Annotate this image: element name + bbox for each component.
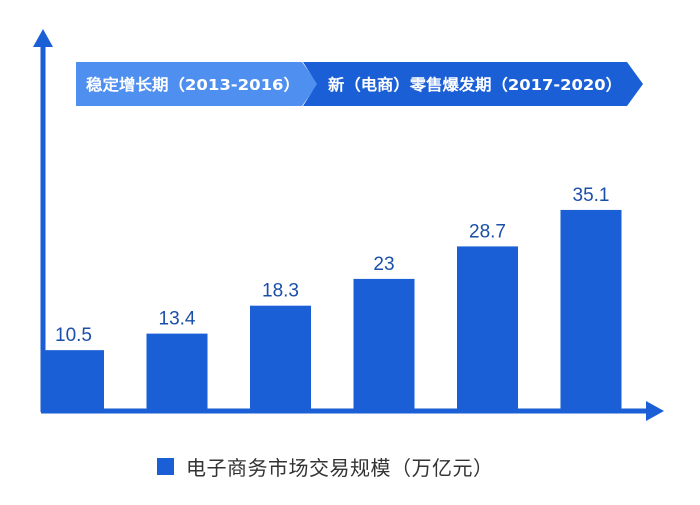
- bar-1: [43, 350, 104, 410]
- bars-group: 10.5 13.4 18.3 23 28.7 35.1: [43, 185, 622, 410]
- axes-group: [33, 29, 664, 421]
- value-label-3: 18.3: [262, 281, 299, 302]
- x-axis-arrow: [646, 401, 664, 421]
- legend: 电子商务市场交易规模（万亿元）: [157, 452, 494, 481]
- phase-1-label: 稳定增长期（2013-2016）: [86, 75, 300, 94]
- legend-label: 电子商务市场交易规模（万亿元）: [186, 456, 494, 480]
- bar-3: [250, 305, 311, 410]
- value-label-4: 23: [373, 254, 394, 275]
- phase-1-shape: [76, 62, 318, 106]
- phase-banner: 稳定增长期（2013-2016） 新（电商）零售爆发期（2017-2020）: [76, 62, 643, 106]
- y-axis-arrow: [33, 29, 53, 47]
- phase-2-label: 新（电商）零售爆发期（2017-2020）: [328, 75, 622, 94]
- legend-swatch: [157, 458, 174, 475]
- bar-4: [353, 278, 415, 410]
- bar-6: [560, 209, 622, 410]
- value-label-1: 10.5: [55, 325, 92, 346]
- bar-2: [146, 333, 208, 410]
- value-label-6: 35.1: [573, 185, 610, 206]
- phase-2-shape: [303, 62, 643, 106]
- value-label-5: 28.7: [469, 221, 506, 242]
- value-label-2: 13.4: [159, 309, 196, 330]
- bar-5: [457, 246, 518, 410]
